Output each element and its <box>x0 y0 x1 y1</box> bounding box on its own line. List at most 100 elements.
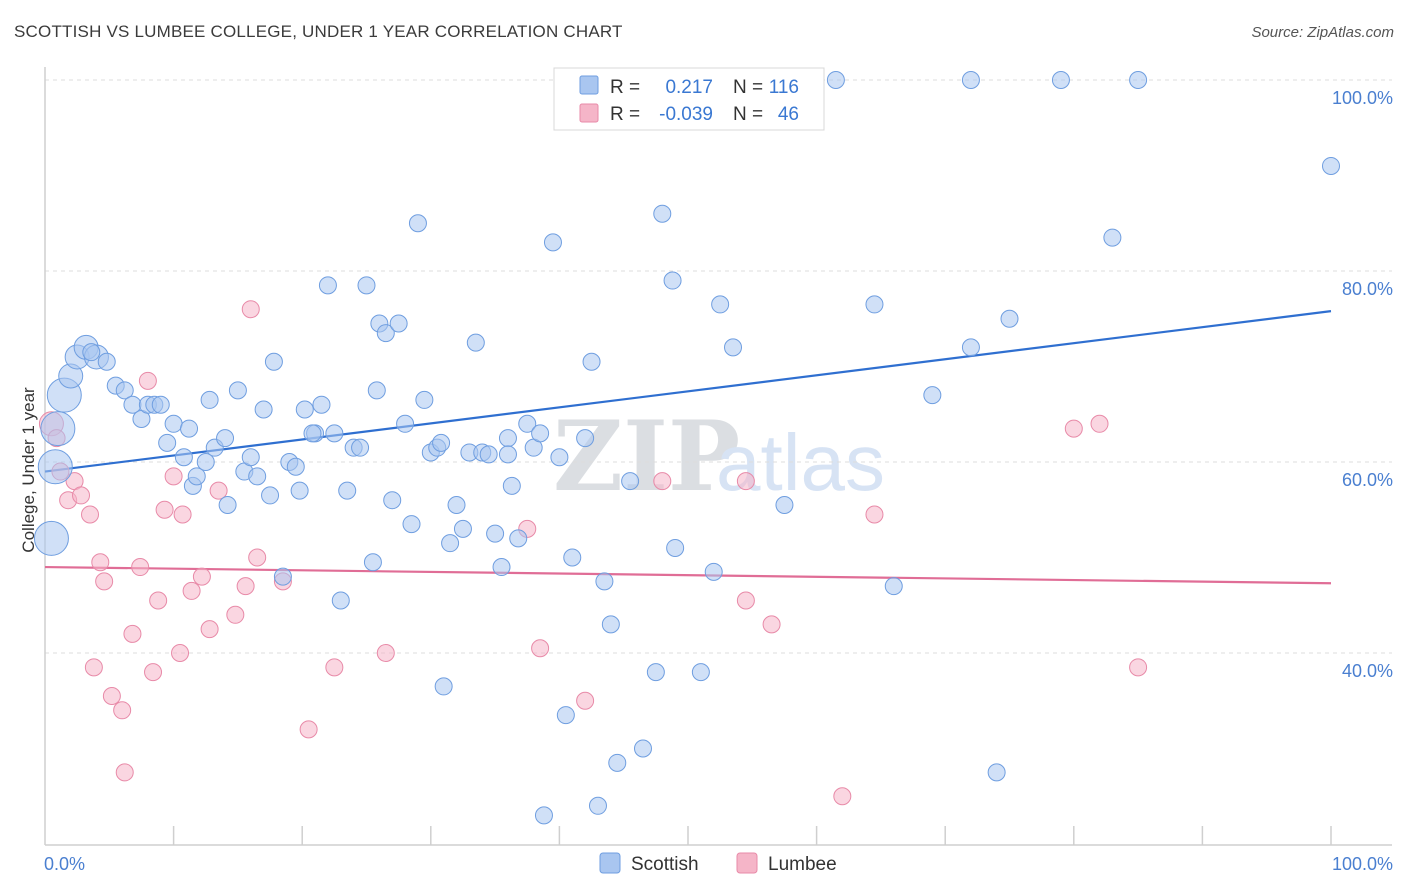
scottish-n-label: N = <box>733 77 763 98</box>
series-legend: Scottish Lumbee <box>599 852 837 875</box>
scottish-point <box>115 381 134 400</box>
lumbee-point <box>164 467 183 486</box>
lumbee-point <box>91 553 110 572</box>
scottish-r-value: 0.217 <box>665 77 713 98</box>
scottish-point <box>447 495 466 514</box>
y-tick-label: 80.0% <box>1342 279 1393 299</box>
watermark: ZIP atlas <box>553 400 885 513</box>
scottish-point <box>402 515 421 534</box>
scottish-point <box>1129 71 1148 89</box>
scottish-point <box>550 448 569 467</box>
scottish-trend-line <box>44 310 1332 473</box>
scottish-point <box>453 519 472 538</box>
tick-labels: 100.0% 80.0% 60.0% 40.0% 0.0% 100.0% <box>44 88 1393 874</box>
lumbee-point <box>113 701 132 720</box>
stats-legend-frame <box>553 67 825 131</box>
scottish-point <box>923 386 942 405</box>
lumbee-point <box>736 472 755 491</box>
y-tick-label: 60.0% <box>1342 470 1393 490</box>
scottish-point <box>273 567 292 586</box>
scottish-point <box>396 414 415 433</box>
lumbee-point <box>72 486 91 505</box>
scottish-point <box>158 433 177 452</box>
scottish-point <box>486 524 505 543</box>
lumbee-point <box>115 763 134 782</box>
lumbee-point <box>833 787 852 806</box>
scottish-point <box>164 414 183 433</box>
lumbee-point <box>84 658 103 677</box>
lumbee-point <box>81 505 100 524</box>
scottish-point <box>534 806 553 825</box>
legend-scottish-swatch <box>599 852 621 874</box>
scottish-point <box>531 424 550 443</box>
scottish-point <box>1103 228 1122 247</box>
legend-scottish-label: Scottish <box>631 854 699 875</box>
lumbee-point <box>173 505 192 524</box>
x-tick-label: 0.0% <box>44 854 85 874</box>
lumbee-point <box>102 686 121 705</box>
lumbee-point <box>248 548 267 567</box>
scottish-point <box>196 453 215 471</box>
lumbee-point <box>1129 658 1148 677</box>
scottish-point <box>37 449 73 485</box>
scottish-point <box>509 529 528 548</box>
lumbee-point <box>155 500 174 519</box>
lumbee-point <box>171 644 190 662</box>
scottish-point <box>691 663 710 682</box>
scottish-point <box>254 400 273 419</box>
scottish-point <box>704 562 723 581</box>
scottish-point <box>576 429 595 448</box>
legend-lumbee-swatch <box>736 852 758 874</box>
scottish-point <box>357 276 376 295</box>
scottish-point <box>303 424 322 443</box>
scottish-point <box>218 495 237 514</box>
scottish-point <box>498 445 517 464</box>
lumbee-point <box>325 658 344 677</box>
scottish-point <box>518 414 537 433</box>
scottish-point <box>290 481 309 500</box>
scottish-point <box>408 214 427 233</box>
lumbee-point <box>299 720 318 739</box>
lumbee-point <box>149 591 168 610</box>
scottish-point <box>826 71 845 89</box>
lumbee-point <box>236 577 255 596</box>
scottish-point <box>1322 156 1340 175</box>
scottish-point <box>608 753 627 772</box>
lumbee-point <box>576 691 595 710</box>
scottish-point <box>367 381 386 400</box>
scottish-point <box>241 448 260 467</box>
lumbee-n-value: 46 <box>778 104 799 125</box>
scottish-n-value: 116 <box>769 77 799 98</box>
scottish-point <box>312 395 331 414</box>
scottish-point <box>582 352 601 371</box>
scottish-points <box>33 71 1340 825</box>
scottish-point <box>40 411 76 447</box>
lumbee-trend-line <box>44 565 1332 585</box>
scottish-point <box>264 352 283 371</box>
lumbee-point <box>200 620 219 639</box>
scottish-point <box>415 390 434 409</box>
scottish-point <box>595 572 614 591</box>
scottish-point <box>466 333 485 352</box>
lumbee-point <box>95 572 114 591</box>
scottish-point <box>286 457 305 476</box>
scottish-point <box>33 520 69 556</box>
scottish-point <box>200 390 219 409</box>
lumbee-n-label: N = <box>733 104 763 125</box>
lumbee-point <box>138 371 157 390</box>
scottish-point <box>97 352 116 371</box>
scottish-point <box>724 338 743 357</box>
lumbee-point <box>865 505 884 524</box>
scottish-point <box>180 419 199 438</box>
scottish-point <box>865 295 884 314</box>
scottish-point <box>633 739 652 758</box>
lumbee-swatch <box>579 103 599 123</box>
scottish-point <box>663 271 682 290</box>
scottish-point <box>228 381 247 400</box>
lumbee-point <box>144 663 163 682</box>
lumbee-points <box>38 300 1148 806</box>
scottish-point <box>351 438 370 457</box>
lumbee-point <box>241 300 260 319</box>
scottish-point <box>1051 71 1070 89</box>
scottish-point <box>479 445 498 464</box>
